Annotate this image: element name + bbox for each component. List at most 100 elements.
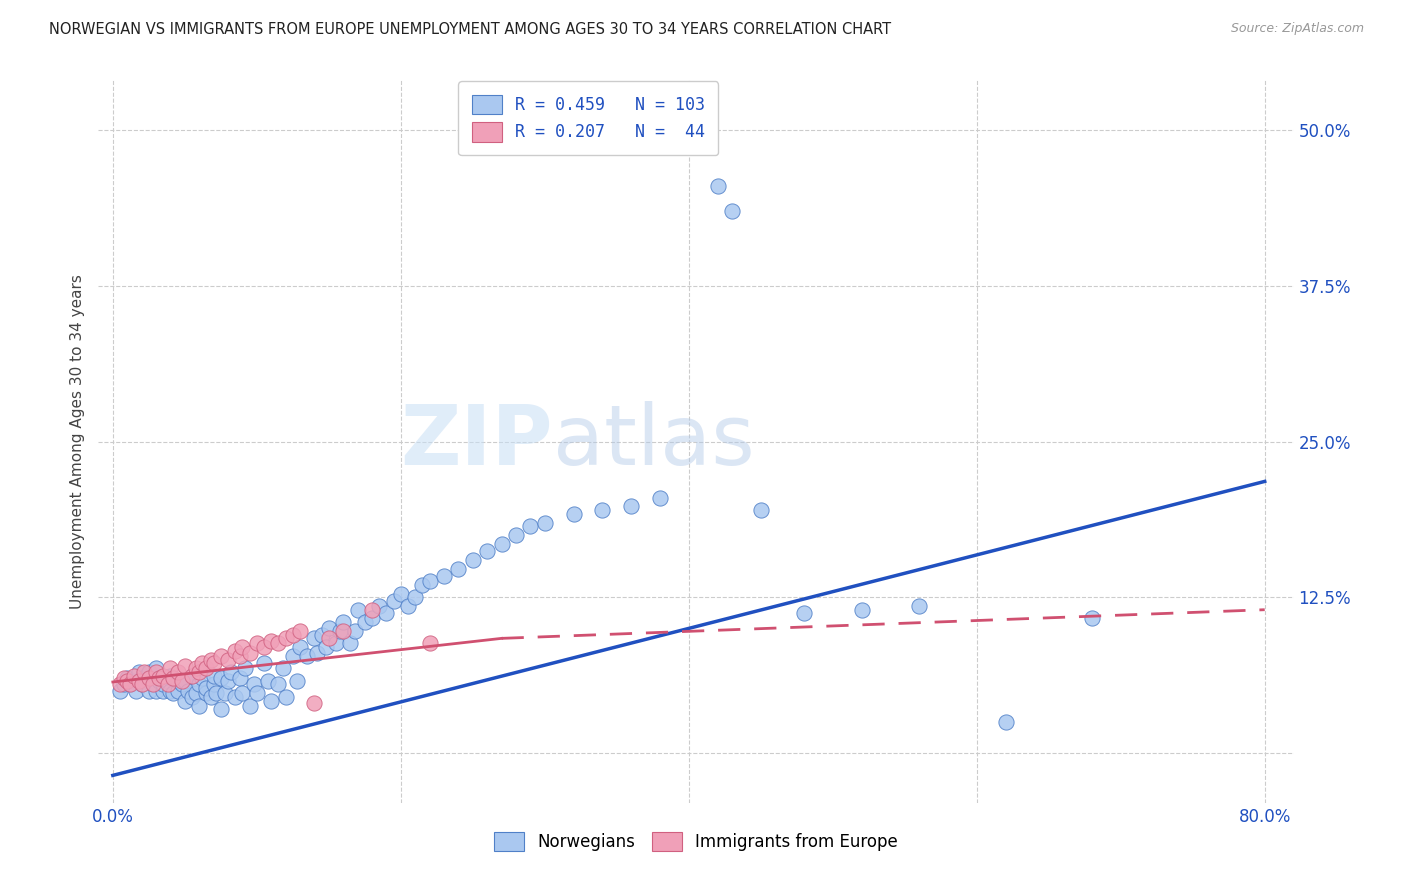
- Text: NORWEGIAN VS IMMIGRANTS FROM EUROPE UNEMPLOYMENT AMONG AGES 30 TO 34 YEARS CORRE: NORWEGIAN VS IMMIGRANTS FROM EUROPE UNEM…: [49, 22, 891, 37]
- Point: [318, 621, 340, 635]
- Point: [477, 544, 499, 558]
- Point: [120, 677, 142, 691]
- Point: [152, 677, 174, 691]
- Point: [138, 665, 160, 679]
- Point: [142, 677, 165, 691]
- Point: [243, 677, 266, 691]
- Point: [195, 686, 218, 700]
- Point: [274, 632, 297, 646]
- Point: [267, 677, 290, 691]
- Point: [159, 669, 181, 683]
- Point: [219, 665, 242, 679]
- Point: [156, 673, 179, 688]
- Point: [166, 683, 188, 698]
- Point: [173, 673, 195, 688]
- Point: [202, 669, 225, 683]
- Point: [181, 669, 204, 683]
- Point: [288, 640, 311, 654]
- Point: [375, 607, 398, 621]
- Point: [267, 636, 290, 650]
- Point: [231, 686, 253, 700]
- Point: [145, 683, 167, 698]
- Point: [188, 665, 211, 679]
- Point: [131, 677, 153, 691]
- Point: [315, 640, 337, 654]
- Point: [162, 686, 184, 700]
- Point: [361, 611, 384, 625]
- Point: [648, 491, 671, 505]
- Point: [721, 204, 744, 219]
- Point: [159, 683, 181, 698]
- Legend: Norwegians, Immigrants from Europe: Norwegians, Immigrants from Europe: [485, 823, 907, 860]
- Point: [447, 561, 470, 575]
- Point: [271, 661, 294, 675]
- Point: [353, 615, 375, 630]
- Point: [332, 615, 354, 630]
- Point: [195, 681, 218, 696]
- Point: [124, 673, 146, 688]
- Point: [112, 677, 135, 691]
- Point: [304, 632, 326, 646]
- Point: [361, 603, 384, 617]
- Point: [217, 673, 239, 688]
- Point: [285, 673, 308, 688]
- Text: ZIP: ZIP: [401, 401, 553, 482]
- Point: [519, 519, 541, 533]
- Point: [128, 673, 150, 688]
- Point: [325, 636, 347, 650]
- Point: [138, 671, 160, 685]
- Point: [706, 179, 728, 194]
- Point: [125, 683, 148, 698]
- Point: [209, 702, 232, 716]
- Point: [233, 661, 256, 675]
- Point: [851, 603, 873, 617]
- Point: [181, 690, 204, 704]
- Point: [108, 677, 131, 691]
- Point: [134, 673, 156, 688]
- Point: [749, 503, 772, 517]
- Point: [200, 652, 222, 666]
- Point: [145, 665, 167, 679]
- Point: [396, 599, 419, 613]
- Point: [339, 636, 361, 650]
- Point: [214, 686, 236, 700]
- Point: [274, 690, 297, 704]
- Point: [152, 669, 174, 683]
- Point: [176, 683, 198, 698]
- Point: [389, 586, 412, 600]
- Point: [382, 594, 405, 608]
- Point: [166, 665, 188, 679]
- Point: [295, 648, 318, 663]
- Point: [304, 696, 326, 710]
- Point: [307, 646, 329, 660]
- Point: [200, 690, 222, 704]
- Point: [224, 644, 246, 658]
- Point: [1081, 611, 1104, 625]
- Point: [411, 578, 433, 592]
- Point: [368, 599, 391, 613]
- Point: [181, 669, 204, 683]
- Point: [191, 671, 214, 685]
- Point: [128, 665, 150, 679]
- Point: [343, 624, 366, 638]
- Point: [173, 693, 195, 707]
- Point: [257, 673, 280, 688]
- Point: [908, 599, 931, 613]
- Point: [186, 661, 208, 675]
- Point: [253, 640, 276, 654]
- Point: [115, 673, 138, 688]
- Point: [112, 671, 135, 685]
- Point: [124, 669, 146, 683]
- Point: [246, 636, 269, 650]
- Point: [260, 693, 283, 707]
- Point: [281, 648, 304, 663]
- Point: [131, 677, 153, 691]
- Point: [533, 516, 555, 530]
- Point: [134, 665, 156, 679]
- Point: [311, 627, 333, 641]
- Point: [131, 671, 153, 685]
- Point: [620, 500, 643, 514]
- Point: [138, 683, 160, 698]
- Point: [115, 671, 138, 685]
- Point: [419, 574, 441, 588]
